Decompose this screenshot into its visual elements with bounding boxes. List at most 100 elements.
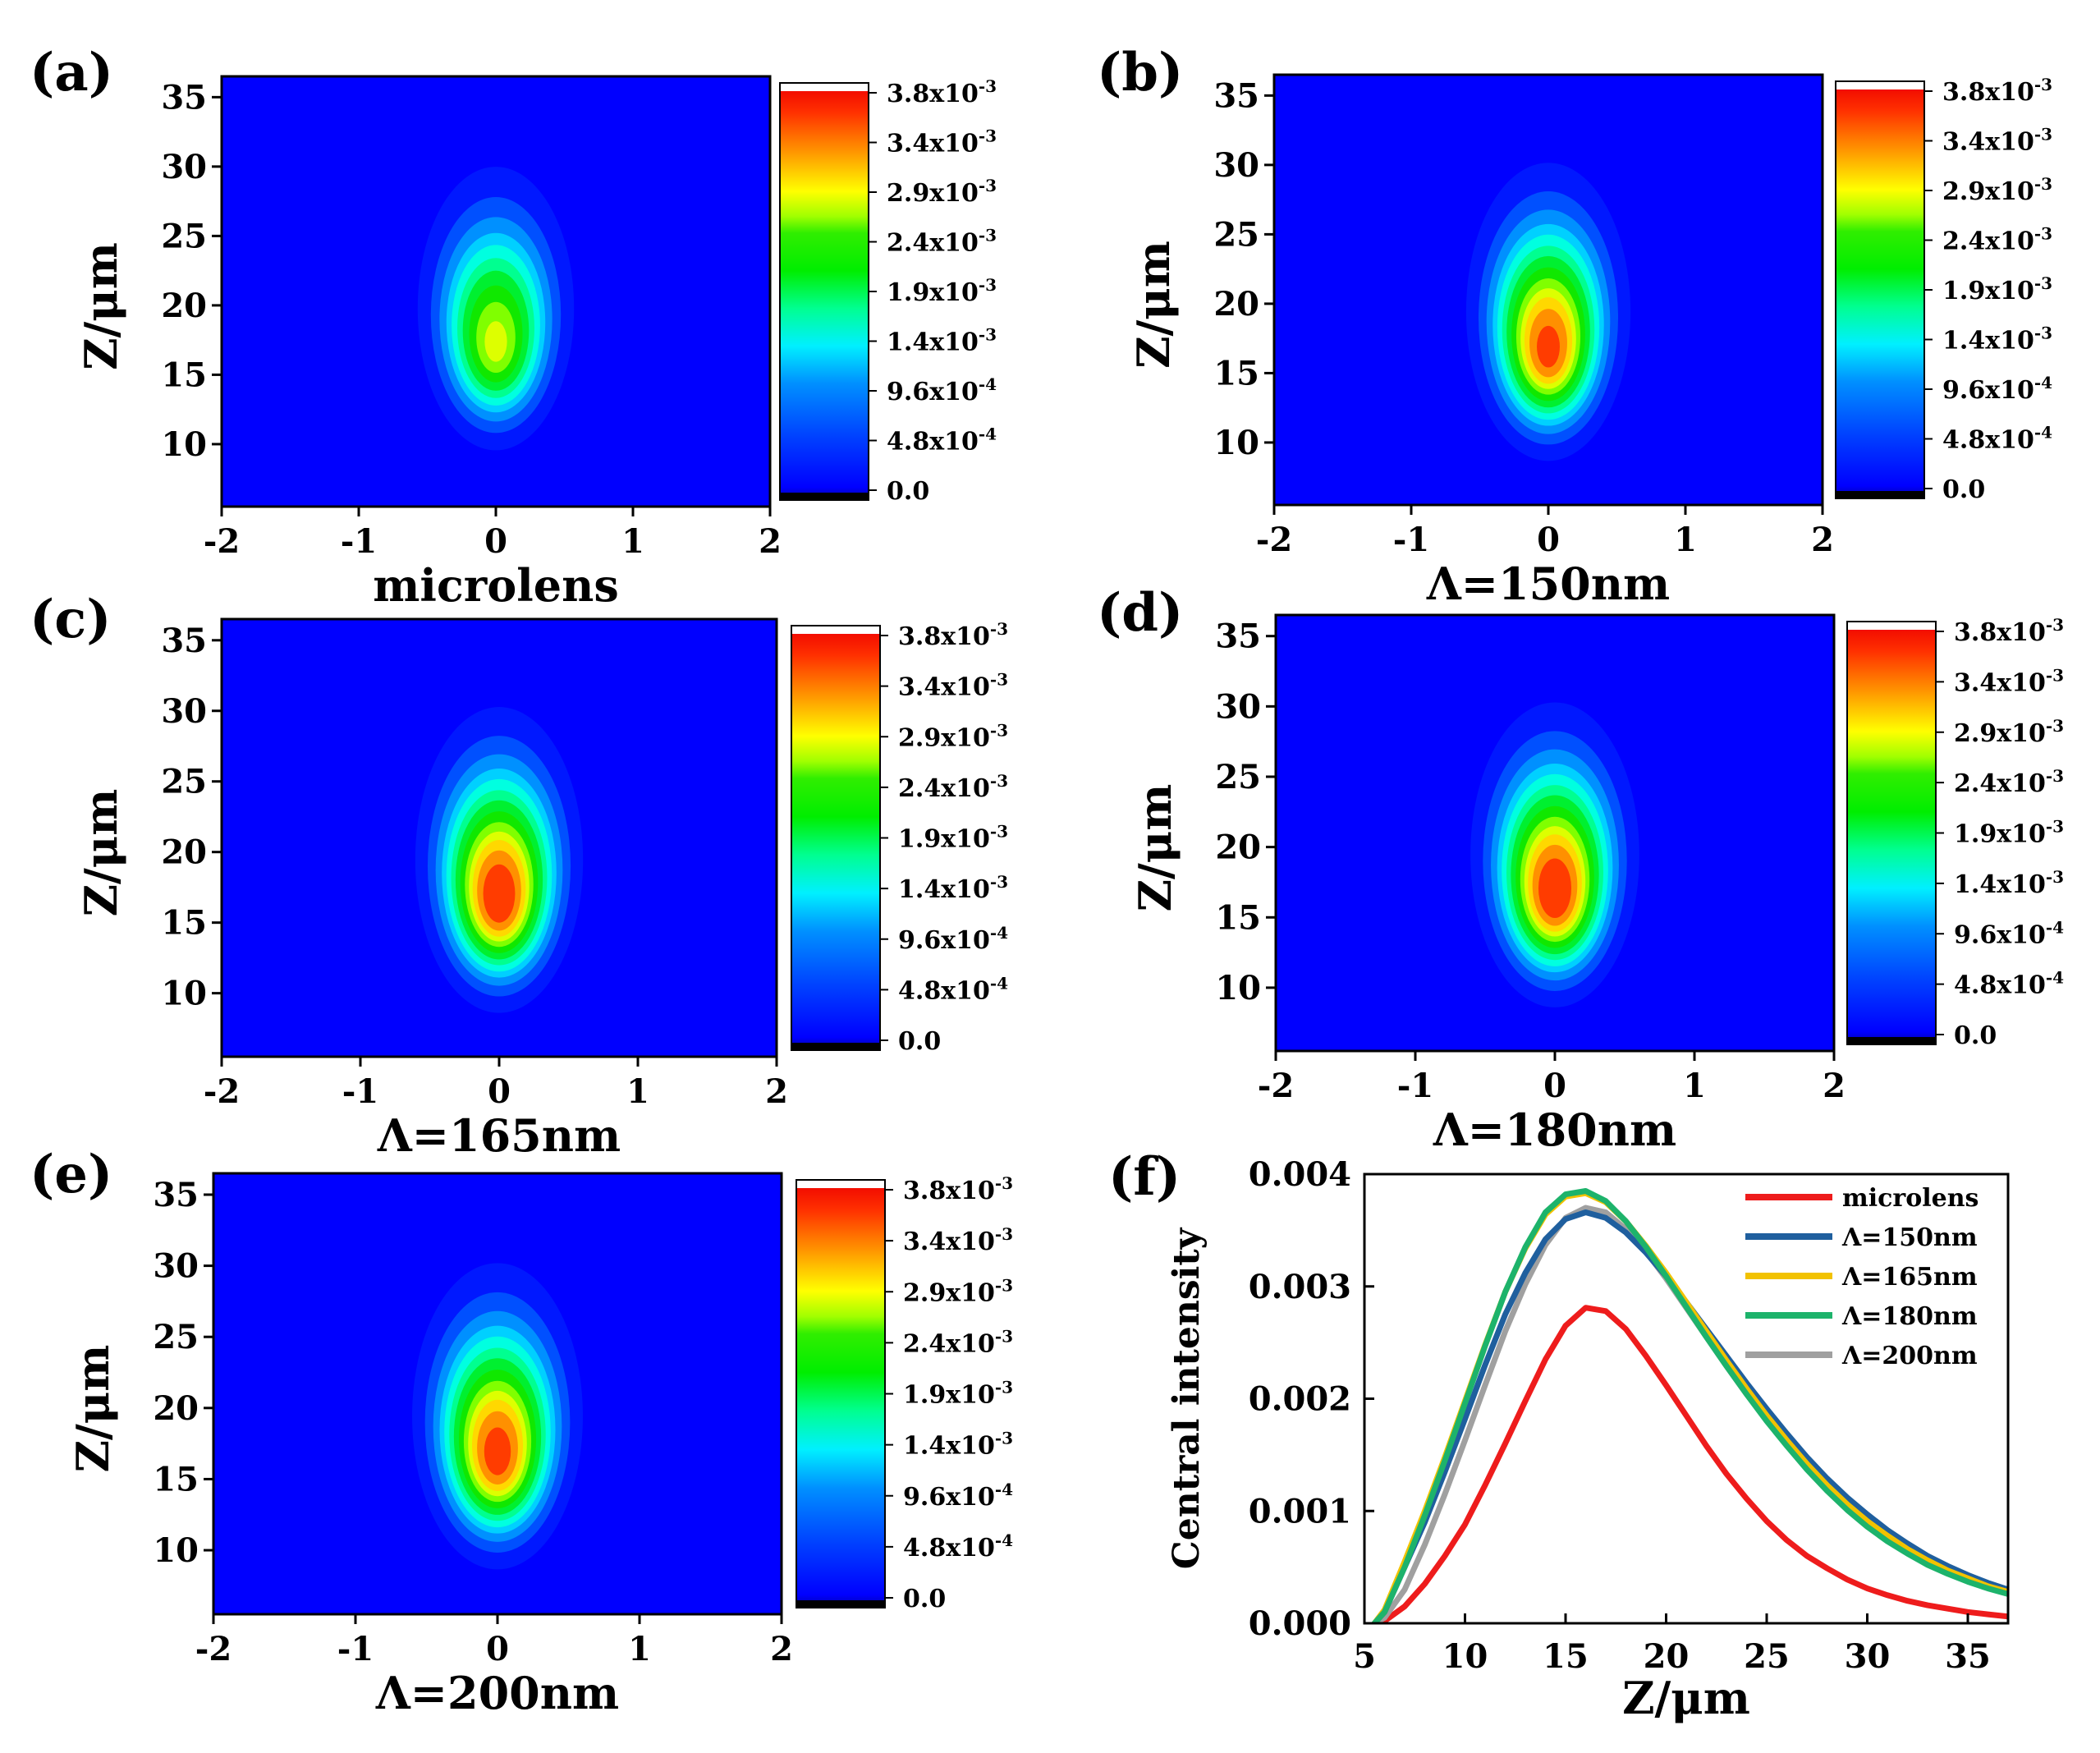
y-tick-label: 30: [153, 1247, 199, 1286]
colorbar-tick-exponent: -3: [979, 226, 997, 246]
x-tick-label: -1: [1397, 1067, 1433, 1105]
x-tick-label: 15: [1543, 1637, 1589, 1676]
colorbar-tick-label: 1.4x10-3: [903, 1429, 1013, 1461]
colorbar-tick-mantissa: 1.9x10: [1942, 277, 2034, 305]
colorbar-tick-label: 0.0: [1942, 475, 1985, 504]
colorbar-tick-label: 2.4x10-3: [898, 771, 1008, 803]
colorbar-tick-mantissa: 9.6x10: [1942, 376, 2034, 405]
colorbar-gradient: [796, 1180, 885, 1608]
colorbar-tick-exponent: -4: [979, 374, 997, 394]
x-tick-label: 5: [1353, 1637, 1376, 1676]
colorbar-tick-label: 0.0: [1954, 1021, 1997, 1050]
x-tick-label: -1: [1393, 521, 1429, 559]
colorbar-tick-mantissa: 2.4x10: [1954, 769, 2046, 798]
y-tick-label: 25: [1215, 758, 1261, 796]
y-tick-label: 0.003: [1249, 1268, 1351, 1306]
y-tick-label: 35: [1215, 617, 1261, 656]
y-tick-label: 35: [153, 1176, 199, 1214]
y-tick-label: 0.000: [1249, 1604, 1351, 1643]
colorbar-tick-mantissa: 1.4x10: [1954, 870, 2046, 899]
legend-entry: Λ=180nm: [1841, 1302, 1978, 1331]
y-tick-label: 35: [161, 78, 207, 117]
colorbar-tick-exponent: -3: [2034, 125, 2052, 145]
colorbar-tick-label: 4.8x10-4: [887, 424, 997, 457]
colorbar-tick-exponent: -4: [2034, 423, 2052, 443]
x-tick-label: -2: [204, 522, 240, 561]
colorbar-tick-label: 0.0: [887, 477, 929, 506]
colorbar-tick-mantissa: 3.8x10: [903, 1177, 995, 1205]
x-tick-label: 2: [1811, 521, 1834, 559]
colorbar-tick-exponent: -3: [979, 176, 997, 195]
colorbar-tick-label: 3.4x10-3: [898, 670, 1008, 702]
x-tick-label: 2: [770, 1630, 793, 1668]
y-tick-label: 0.002: [1249, 1380, 1351, 1419]
x-tick-label: 25: [1744, 1637, 1790, 1676]
colorbar-tick-label: 2.4x10-3: [1942, 224, 2052, 256]
colorbar-tick-mantissa: 3.4x10: [898, 673, 990, 702]
contour-band: [484, 321, 507, 362]
heatmap-panel: -2 -1 0 1 2 10 15 20 25 30 35 microlens Z/μm (a) 3.8x1…: [30, 42, 997, 612]
colorbar-tick-exponent: -3: [2034, 174, 2052, 194]
panel-label: (c): [30, 589, 112, 650]
y-tick-label: 25: [161, 217, 207, 255]
y-tick-label: 15: [161, 904, 207, 943]
colorbar-tick-label: 0.0: [898, 1027, 941, 1056]
colorbar-tick-label: 9.6x10-4: [898, 923, 1008, 955]
colorbar-tick-label: 9.6x10-4: [1954, 917, 2064, 949]
colorbar-tick-mantissa: 2.9x10: [1942, 177, 2034, 206]
x-tick-label: -2: [195, 1630, 232, 1668]
colorbar-top-cap: [791, 626, 880, 634]
colorbar-tick-exponent: -3: [2034, 75, 2052, 94]
y-tick-label: 10: [161, 425, 207, 464]
colorbar-tick-exponent: -4: [990, 923, 1008, 943]
colorbar-bottom-cap: [1836, 491, 1924, 498]
colorbar-tick-label: 1.9x10-3: [1942, 273, 2052, 305]
y-axis-label: Central intensity: [1166, 1227, 1208, 1569]
y-tick-label: 15: [161, 356, 207, 394]
colorbar-tick-mantissa: 9.6x10: [903, 1483, 995, 1512]
x-tick-label: -1: [337, 1630, 374, 1668]
x-axis-label: Λ=180nm: [1433, 1104, 1676, 1156]
colorbar-tick-mantissa: 4.8x10: [903, 1534, 995, 1563]
y-tick-label: 0.001: [1249, 1492, 1351, 1530]
legend-entry: microlens: [1842, 1184, 1978, 1213]
y-tick-label: 35: [1213, 76, 1259, 115]
y-tick-label: 0.004: [1249, 1155, 1351, 1194]
colorbar-tick-exponent: -3: [979, 325, 997, 345]
y-tick-label: 20: [1215, 828, 1261, 867]
colorbar-tick-mantissa: 2.4x10: [887, 229, 979, 258]
colorbar-tick-mantissa: 0.0: [898, 1027, 941, 1056]
panel-label: (b): [1097, 42, 1183, 103]
x-tick-label: 0: [1537, 521, 1560, 559]
colorbar-tick-mantissa: 2.4x10: [898, 774, 990, 803]
colorbar-tick-mantissa: 1.9x10: [898, 825, 990, 854]
colorbar-tick-exponent: -3: [990, 822, 1008, 842]
colorbar-tick-label: 2.9x10-3: [1954, 716, 2064, 748]
y-tick-label: 30: [1215, 687, 1261, 726]
colorbar-tick-exponent: -4: [2034, 373, 2052, 392]
y-tick-label: 25: [161, 763, 207, 801]
colorbar-tick-label: 2.9x10-3: [887, 176, 997, 208]
colorbar-tick-label: 1.9x10-3: [898, 822, 1008, 854]
colorbar-tick-exponent: -4: [979, 424, 997, 444]
x-tick-label: 35: [1945, 1637, 1991, 1676]
panel-label: (d): [1097, 582, 1183, 644]
colorbar-tick-exponent: -3: [995, 1173, 1013, 1193]
colorbar-top-cap: [1836, 81, 1924, 89]
colorbar-tick-label: 2.9x10-3: [898, 720, 1008, 752]
y-tick-label: 30: [1213, 146, 1259, 185]
colorbar-tick-label: 2.4x10-3: [1954, 766, 2064, 798]
x-axis-label: Λ=200nm: [375, 1667, 619, 1719]
x-tick-label: 1: [626, 1072, 649, 1111]
x-tick-label: -2: [204, 1072, 240, 1111]
colorbar-tick-exponent: -3: [2046, 766, 2064, 786]
colorbar-tick-label: 3.8x10-3: [887, 76, 997, 108]
colorbar-tick-mantissa: 3.4x10: [1942, 128, 2034, 157]
colorbar-tick-label: 1.9x10-3: [1954, 817, 2064, 849]
x-tick-label: 1: [628, 1630, 651, 1668]
colorbar-bottom-cap: [1847, 1037, 1936, 1044]
contour-band: [1538, 858, 1572, 918]
